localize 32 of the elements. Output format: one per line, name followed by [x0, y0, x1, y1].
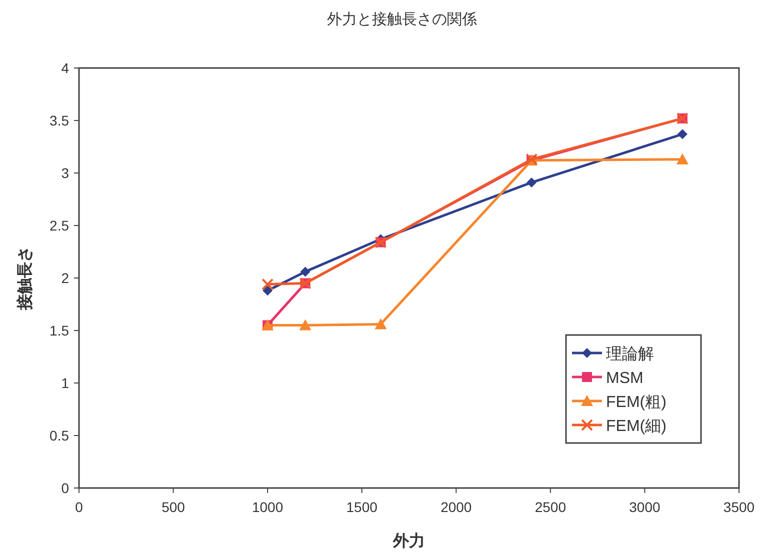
y-tick-label: 4 — [61, 60, 70, 76]
y-tick-label: 1 — [61, 375, 70, 391]
y-tick-label: 0.5 — [50, 428, 70, 444]
x-tick-label: 1500 — [346, 499, 378, 515]
y-tick-label: 1.5 — [50, 322, 70, 338]
y-axis-title: 接触長さ — [16, 246, 34, 311]
legend-label: 理論解 — [606, 345, 654, 363]
x-tick-label: 3500 — [723, 499, 755, 515]
legend-label: FEM(粗) — [606, 394, 666, 411]
x-tick-label: 2000 — [440, 499, 472, 515]
point — [677, 129, 688, 140]
point — [299, 319, 312, 330]
point — [374, 318, 387, 330]
x-tick-label: 0 — [75, 499, 84, 515]
x-tick-label: 3000 — [629, 499, 660, 515]
y-tick-label: 3 — [61, 165, 70, 181]
legend-label: FEM(細) — [606, 418, 666, 435]
x-tick-label: 1000 — [252, 499, 284, 515]
y-tick-label: 3.5 — [50, 112, 70, 128]
point — [526, 177, 537, 188]
y-tick-label: 2.5 — [50, 218, 70, 234]
chart-title: 外力と接触長さの関係 — [327, 11, 477, 28]
x-tick-label: 2500 — [534, 499, 566, 515]
point — [262, 278, 274, 290]
y-tick-label: 0 — [61, 480, 70, 496]
y-tick-label: 2 — [61, 270, 70, 286]
legend-label: MSM — [606, 370, 644, 387]
point — [676, 153, 688, 164]
x-axis-title: 外力 — [392, 532, 425, 550]
x-tick-label: 500 — [162, 499, 186, 515]
point — [262, 286, 273, 296]
point — [300, 266, 310, 277]
